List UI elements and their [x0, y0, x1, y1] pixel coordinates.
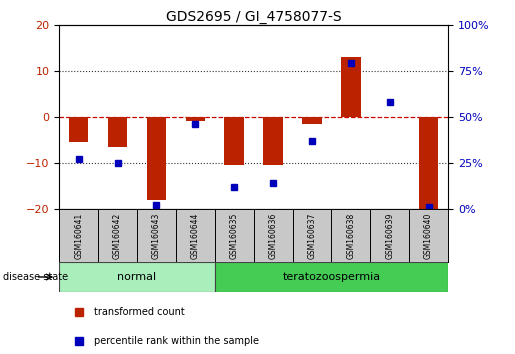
Bar	[108, 117, 127, 147]
Text: disease state: disease state	[3, 272, 67, 282]
Text: GSM160644: GSM160644	[191, 212, 200, 259]
Bar	[69, 117, 89, 142]
Text: GSM160640: GSM160640	[424, 212, 433, 259]
Text: GSM160635: GSM160635	[230, 212, 238, 259]
Bar	[302, 117, 322, 124]
Text: percentile rank within the sample: percentile rank within the sample	[94, 336, 259, 346]
Text: GSM160643: GSM160643	[152, 212, 161, 259]
Bar	[341, 57, 360, 117]
Text: normal: normal	[117, 272, 157, 282]
Title: GDS2695 / GI_4758077-S: GDS2695 / GI_4758077-S	[166, 10, 341, 24]
Text: GSM160642: GSM160642	[113, 212, 122, 258]
Text: GSM160638: GSM160638	[347, 212, 355, 258]
Bar	[225, 117, 244, 165]
Text: GSM160636: GSM160636	[269, 212, 278, 259]
Bar	[147, 117, 166, 200]
Bar	[215, 262, 448, 292]
Bar	[263, 117, 283, 165]
Text: teratozoospermia: teratozoospermia	[282, 272, 381, 282]
Bar	[59, 262, 215, 292]
Bar	[419, 117, 438, 209]
Text: GSM160639: GSM160639	[385, 212, 394, 259]
Text: GSM160641: GSM160641	[74, 212, 83, 258]
Bar	[185, 117, 205, 121]
Text: transformed count: transformed count	[94, 307, 185, 317]
Text: GSM160637: GSM160637	[307, 212, 316, 259]
